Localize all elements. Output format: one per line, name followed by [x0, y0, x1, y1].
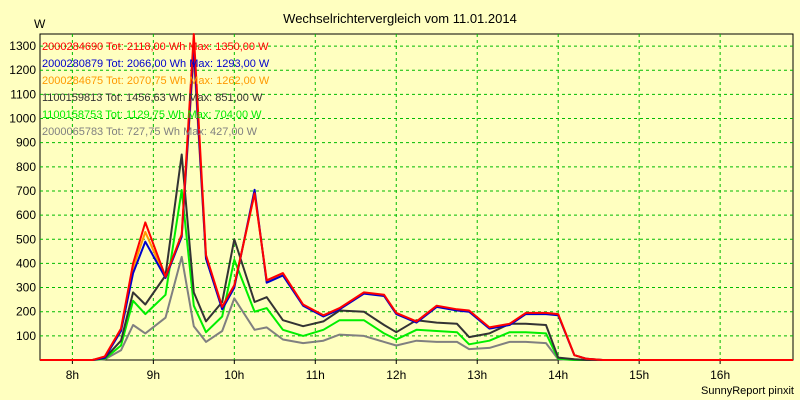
plot-area	[39, 33, 794, 361]
y-axis-label: W	[34, 17, 46, 31]
x-tick-label: 8h	[66, 368, 79, 382]
y-tick-label: 300	[16, 281, 36, 295]
x-tick-label: 10h	[224, 368, 244, 382]
x-tick-label: 14h	[548, 368, 568, 382]
y-tick-label: 800	[16, 160, 36, 174]
y-tick-label: 900	[16, 136, 36, 150]
x-tick-label: 9h	[147, 368, 160, 382]
x-tick-label: 12h	[386, 368, 406, 382]
footer-credit: SunnyReport pinxit	[701, 385, 794, 397]
y-axis-ticks: 100 200 300 400 500 600 700 800 900 1000 1100 1200 1…	[9, 39, 36, 343]
x-tick-label: 11h	[306, 368, 325, 382]
x-tick-label: 16h	[710, 368, 730, 382]
y-tick-label: 1100	[10, 87, 36, 101]
legend-entry: 2000280879 Tot: 2066,00 Wh Max: 1293,00 …	[42, 58, 270, 70]
y-tick-label: 1300	[9, 39, 36, 53]
legend: 2000284690 Tot: 2118,00 Wh Max: 1350,00 …	[42, 41, 270, 138]
y-tick-label: 200	[16, 305, 36, 319]
x-axis-ticks: 8h 9h 10h 11h 12h 13h 14h 15h 16h	[66, 360, 730, 382]
y-tick-label: 500	[16, 232, 36, 246]
y-tick-label: 700	[16, 184, 36, 198]
grid-lines	[40, 34, 793, 360]
legend-entry: 2000284675 Tot: 2070,75 Wh Max: 1262,00 …	[42, 75, 270, 87]
series-line-0	[40, 33, 793, 361]
series-lines	[40, 33, 793, 361]
legend-entry: 2000284690 Tot: 2118,00 Wh Max: 1350,00 …	[42, 41, 269, 53]
y-tick-label: 400	[16, 256, 36, 270]
y-tick-label: 1000	[9, 112, 36, 126]
x-tick-label: 13h	[467, 368, 487, 382]
y-tick-label: 600	[16, 208, 36, 222]
y-tick-label: 100	[16, 329, 36, 343]
legend-entry: 1100159813 Tot: 1456,63 Wh Max: 851,00 W	[42, 92, 263, 104]
y-tick-label: 1200	[9, 63, 36, 77]
legend-entry: 2000065783 Tot: 727,75 Wh Max: 427,00 W	[42, 126, 258, 138]
legend-entry: 1100158753 Tot: 1129,75 Wh Max: 704,00 W	[42, 109, 262, 121]
chart-title: Wechselrichtervergleich vom 11.01.2014	[283, 11, 517, 26]
x-tick-label: 15h	[629, 368, 649, 382]
